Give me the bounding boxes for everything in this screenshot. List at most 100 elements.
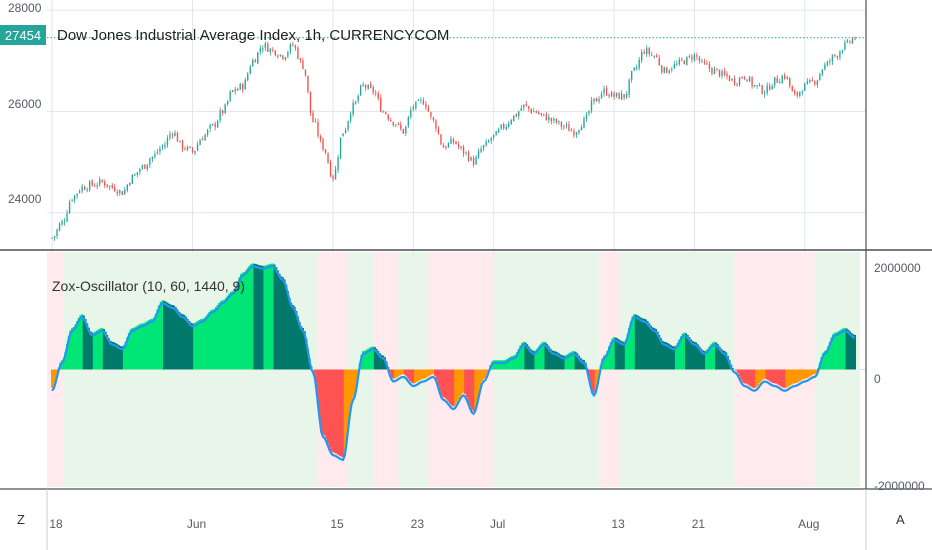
- candle-body: [96, 185, 98, 187]
- histogram-bar: [258, 265, 261, 370]
- candle-body: [239, 83, 241, 90]
- candle-body: [259, 48, 261, 52]
- histogram-bar: [589, 369, 592, 385]
- histogram-bar: [726, 355, 729, 370]
- histogram-bar: [807, 369, 810, 378]
- histogram-bar: [261, 265, 264, 370]
- histogram-bar: [134, 326, 137, 370]
- candle-body: [141, 165, 144, 169]
- histogram-bar: [321, 369, 325, 435]
- histogram-bar: [131, 328, 134, 370]
- candle-body: [829, 61, 831, 63]
- histogram-bar: [577, 355, 580, 370]
- oscillator-axis: 2000000 0 -2000000: [874, 261, 925, 493]
- candle-body: [219, 110, 221, 121]
- candle-body: [641, 51, 643, 61]
- candle-body: [382, 111, 384, 113]
- histogram-bar: [688, 337, 691, 370]
- candle-body: [452, 139, 455, 143]
- histogram-bar: [432, 369, 435, 375]
- candle-body: [412, 107, 415, 109]
- histogram-bar: [224, 297, 228, 370]
- histogram-bar: [352, 369, 355, 398]
- histogram-bar: [347, 369, 350, 428]
- candle-body: [385, 112, 387, 115]
- candle-body: [312, 112, 314, 123]
- histogram-bar: [101, 328, 104, 370]
- histogram-bar: [161, 300, 164, 370]
- time-axis: 18 Jun 15 23 Jul 13 21 Aug: [49, 517, 819, 531]
- histogram-bar: [153, 317, 156, 370]
- histogram-bar: [594, 369, 597, 390]
- histogram-bar: [656, 331, 659, 370]
- candle-body: [174, 132, 176, 136]
- histogram-bar: [686, 335, 689, 370]
- price-tick-label: 28000: [8, 1, 42, 15]
- candle-body: [104, 181, 106, 186]
- histogram-bar: [751, 369, 754, 388]
- candle-body: [420, 99, 422, 101]
- histogram-bar: [283, 279, 286, 370]
- histogram-bar: [250, 264, 253, 370]
- histogram-bar: [204, 316, 207, 370]
- histogram-bar: [132, 327, 136, 370]
- histogram-bar: [813, 369, 816, 375]
- histogram-bar: [393, 369, 396, 379]
- histogram-bar: [211, 309, 214, 370]
- candle-body: [352, 102, 354, 115]
- histogram-bar: [298, 322, 301, 370]
- histogram-bar: [591, 369, 594, 391]
- candle-body: [445, 146, 447, 149]
- histogram-bar: [372, 346, 375, 370]
- candle-body: [708, 63, 711, 69]
- auto-scale-time-button[interactable]: Z: [17, 512, 25, 527]
- histogram-bar: [713, 341, 716, 370]
- oscillator-title[interactable]: Zox-Oscillator (10, 60, 1440, 9): [52, 278, 245, 294]
- histogram-bar: [623, 341, 626, 370]
- histogram-bar: [524, 342, 527, 370]
- histogram-bar: [402, 369, 405, 375]
- candle-body: [618, 92, 620, 99]
- candle-body: [334, 168, 337, 180]
- histogram-bar: [693, 341, 696, 370]
- candle-body: [161, 146, 164, 148]
- candle-body: [237, 88, 239, 91]
- candle-body: [244, 79, 246, 90]
- candle-body: [841, 50, 844, 53]
- histogram-bar: [608, 346, 611, 370]
- histogram-bar: [447, 369, 450, 402]
- candle-body: [440, 134, 442, 145]
- histogram-bar: [452, 369, 455, 407]
- histogram-bar: [199, 319, 202, 370]
- histogram-bar: [231, 291, 234, 370]
- candle-body: [289, 43, 292, 52]
- oscillator-signal-line: [51, 265, 856, 462]
- oscillator-histogram: [50, 263, 857, 458]
- histogram-bar: [325, 369, 328, 439]
- candle-body: [184, 148, 186, 150]
- histogram-bar: [248, 265, 251, 370]
- histogram-bar: [233, 289, 236, 370]
- candle-body: [768, 85, 771, 90]
- histogram-bar: [631, 316, 634, 370]
- chart-title[interactable]: Dow Jones Industrial Average Index, 1h, …: [57, 27, 449, 44]
- histogram-bar: [92, 332, 95, 370]
- histogram-bar: [141, 323, 144, 370]
- candle-body: [262, 48, 264, 50]
- histogram-bar: [281, 277, 284, 370]
- histogram-bar: [676, 342, 679, 370]
- candle-body: [58, 223, 61, 231]
- histogram-bar: [758, 369, 761, 384]
- histogram-bar: [159, 301, 162, 370]
- candle-body: [691, 56, 693, 60]
- candle-body: [410, 109, 412, 117]
- candle-body: [204, 134, 206, 141]
- histogram-bar: [114, 343, 117, 370]
- histogram-bar: [571, 351, 574, 370]
- histogram-bar: [455, 369, 458, 403]
- auto-scale-price-button[interactable]: A: [896, 512, 905, 527]
- candle-body: [329, 161, 332, 177]
- candle-body: [495, 131, 497, 136]
- candle-body: [595, 97, 598, 102]
- candle-body: [447, 142, 450, 148]
